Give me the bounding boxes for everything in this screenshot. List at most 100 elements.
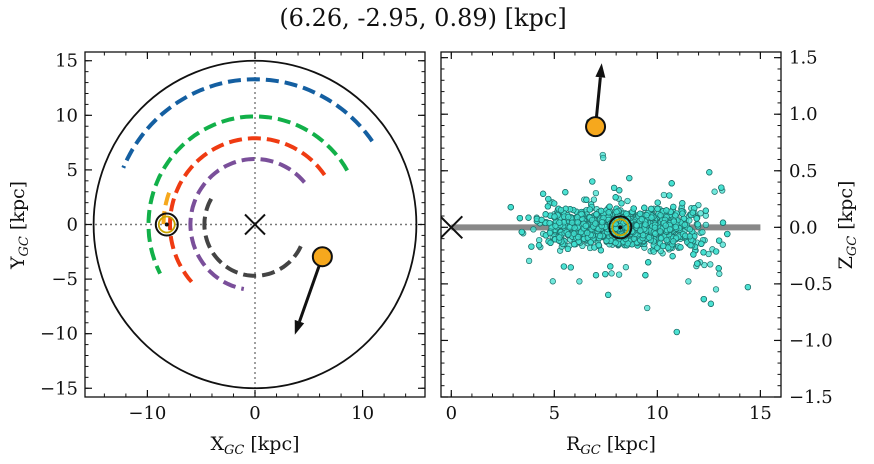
right-x-axis-label-main: R bbox=[566, 433, 581, 455]
star-point bbox=[597, 247, 605, 254]
star-point bbox=[641, 204, 648, 211]
star-point bbox=[690, 251, 697, 258]
star-point bbox=[608, 270, 615, 277]
star-point bbox=[525, 257, 533, 265]
star-point bbox=[679, 200, 686, 207]
star-point bbox=[624, 197, 631, 205]
star-point bbox=[670, 203, 677, 211]
right-y-tick-label: 1.5 bbox=[789, 48, 818, 69]
star-point bbox=[605, 209, 612, 216]
left-x-axis-label-unit: [kpc] bbox=[244, 433, 299, 455]
star-point bbox=[574, 219, 581, 226]
star-point bbox=[663, 207, 670, 214]
left-x-axis-label-main: X bbox=[210, 433, 224, 455]
star-point bbox=[662, 222, 669, 229]
left-velocity-arrow-shaft bbox=[298, 256, 324, 323]
right-y-axis-label-main: Z bbox=[835, 256, 857, 269]
star-point bbox=[697, 210, 704, 217]
star-points bbox=[507, 118, 752, 336]
spiral-arm-6 bbox=[161, 192, 171, 228]
star-point bbox=[564, 245, 572, 253]
star-point bbox=[651, 224, 659, 231]
star-point bbox=[587, 239, 594, 246]
star-point bbox=[626, 174, 633, 182]
star-point bbox=[551, 213, 558, 220]
star-point bbox=[642, 272, 649, 279]
spiral-arm-4 bbox=[188, 157, 306, 291]
star-point bbox=[584, 229, 591, 237]
star-point bbox=[592, 220, 599, 227]
left-x-tick-label: 0 bbox=[249, 403, 260, 424]
star-point bbox=[711, 188, 718, 195]
star-point bbox=[567, 264, 574, 271]
star-point bbox=[657, 212, 664, 219]
star-point bbox=[530, 226, 537, 233]
star-point bbox=[706, 169, 713, 176]
star-point bbox=[687, 242, 694, 249]
star-point bbox=[698, 240, 705, 247]
star-point bbox=[597, 207, 605, 215]
star-point bbox=[694, 260, 701, 267]
star-point bbox=[525, 214, 532, 221]
star-point bbox=[606, 203, 613, 210]
star-point bbox=[600, 154, 607, 162]
star-point bbox=[677, 244, 684, 251]
star-point bbox=[712, 248, 720, 255]
star-point bbox=[644, 304, 651, 312]
left-x-tick-label: 10 bbox=[351, 403, 374, 424]
right-x-tick-label: 10 bbox=[646, 403, 669, 424]
star-point bbox=[538, 216, 545, 224]
right-y-axis-label-subscript: GC bbox=[845, 236, 860, 256]
left-sun-inner-ring bbox=[157, 215, 176, 234]
star-point bbox=[694, 221, 701, 228]
right-y-tick-label: −1.0 bbox=[789, 330, 833, 351]
star-point bbox=[595, 241, 602, 249]
star-point bbox=[642, 221, 649, 228]
star-point bbox=[707, 261, 714, 268]
right-plot-content bbox=[441, 63, 761, 336]
star-point bbox=[663, 236, 670, 244]
star-point bbox=[528, 243, 535, 250]
star-point bbox=[592, 272, 600, 279]
star-point bbox=[637, 227, 644, 234]
star-point bbox=[615, 271, 623, 278]
left-galactic-center-marker bbox=[244, 213, 266, 236]
left-y-tick-label: 0 bbox=[67, 215, 78, 236]
left-y-tick-label: −15 bbox=[40, 378, 78, 399]
star-point bbox=[670, 218, 677, 225]
star-point bbox=[672, 223, 679, 231]
left-y-tick-label: −10 bbox=[40, 324, 78, 345]
left-sun-outer-ring bbox=[154, 212, 179, 237]
star-point bbox=[639, 232, 647, 239]
star-point bbox=[618, 200, 625, 207]
star-point bbox=[535, 242, 543, 249]
star-point bbox=[712, 286, 720, 293]
star-point bbox=[685, 278, 692, 285]
star-point bbox=[702, 207, 709, 214]
star-point bbox=[645, 234, 653, 241]
star-point bbox=[700, 249, 707, 256]
star-point bbox=[686, 217, 693, 224]
star-point bbox=[516, 214, 524, 222]
star-point bbox=[719, 219, 727, 226]
spiral-arm-3 bbox=[167, 136, 327, 287]
star-point bbox=[719, 241, 726, 248]
star-point bbox=[547, 239, 554, 246]
star-point bbox=[699, 229, 706, 236]
star-point bbox=[560, 263, 568, 270]
left-object-marker bbox=[311, 246, 333, 268]
right-sun-inner-ring bbox=[611, 218, 630, 237]
left-y-axis-label-main: Y bbox=[7, 256, 29, 270]
star-point bbox=[603, 237, 610, 244]
star-point bbox=[681, 221, 688, 228]
star-point bbox=[666, 226, 674, 233]
star-point bbox=[536, 236, 543, 244]
right-y-tick-label: 0.0 bbox=[789, 217, 818, 238]
star-point bbox=[705, 250, 712, 258]
star-point bbox=[612, 239, 619, 246]
star-point bbox=[744, 283, 752, 291]
left-y-axis-label-subscript: GC bbox=[17, 236, 32, 256]
star-point bbox=[657, 228, 664, 235]
star-point bbox=[670, 238, 677, 245]
